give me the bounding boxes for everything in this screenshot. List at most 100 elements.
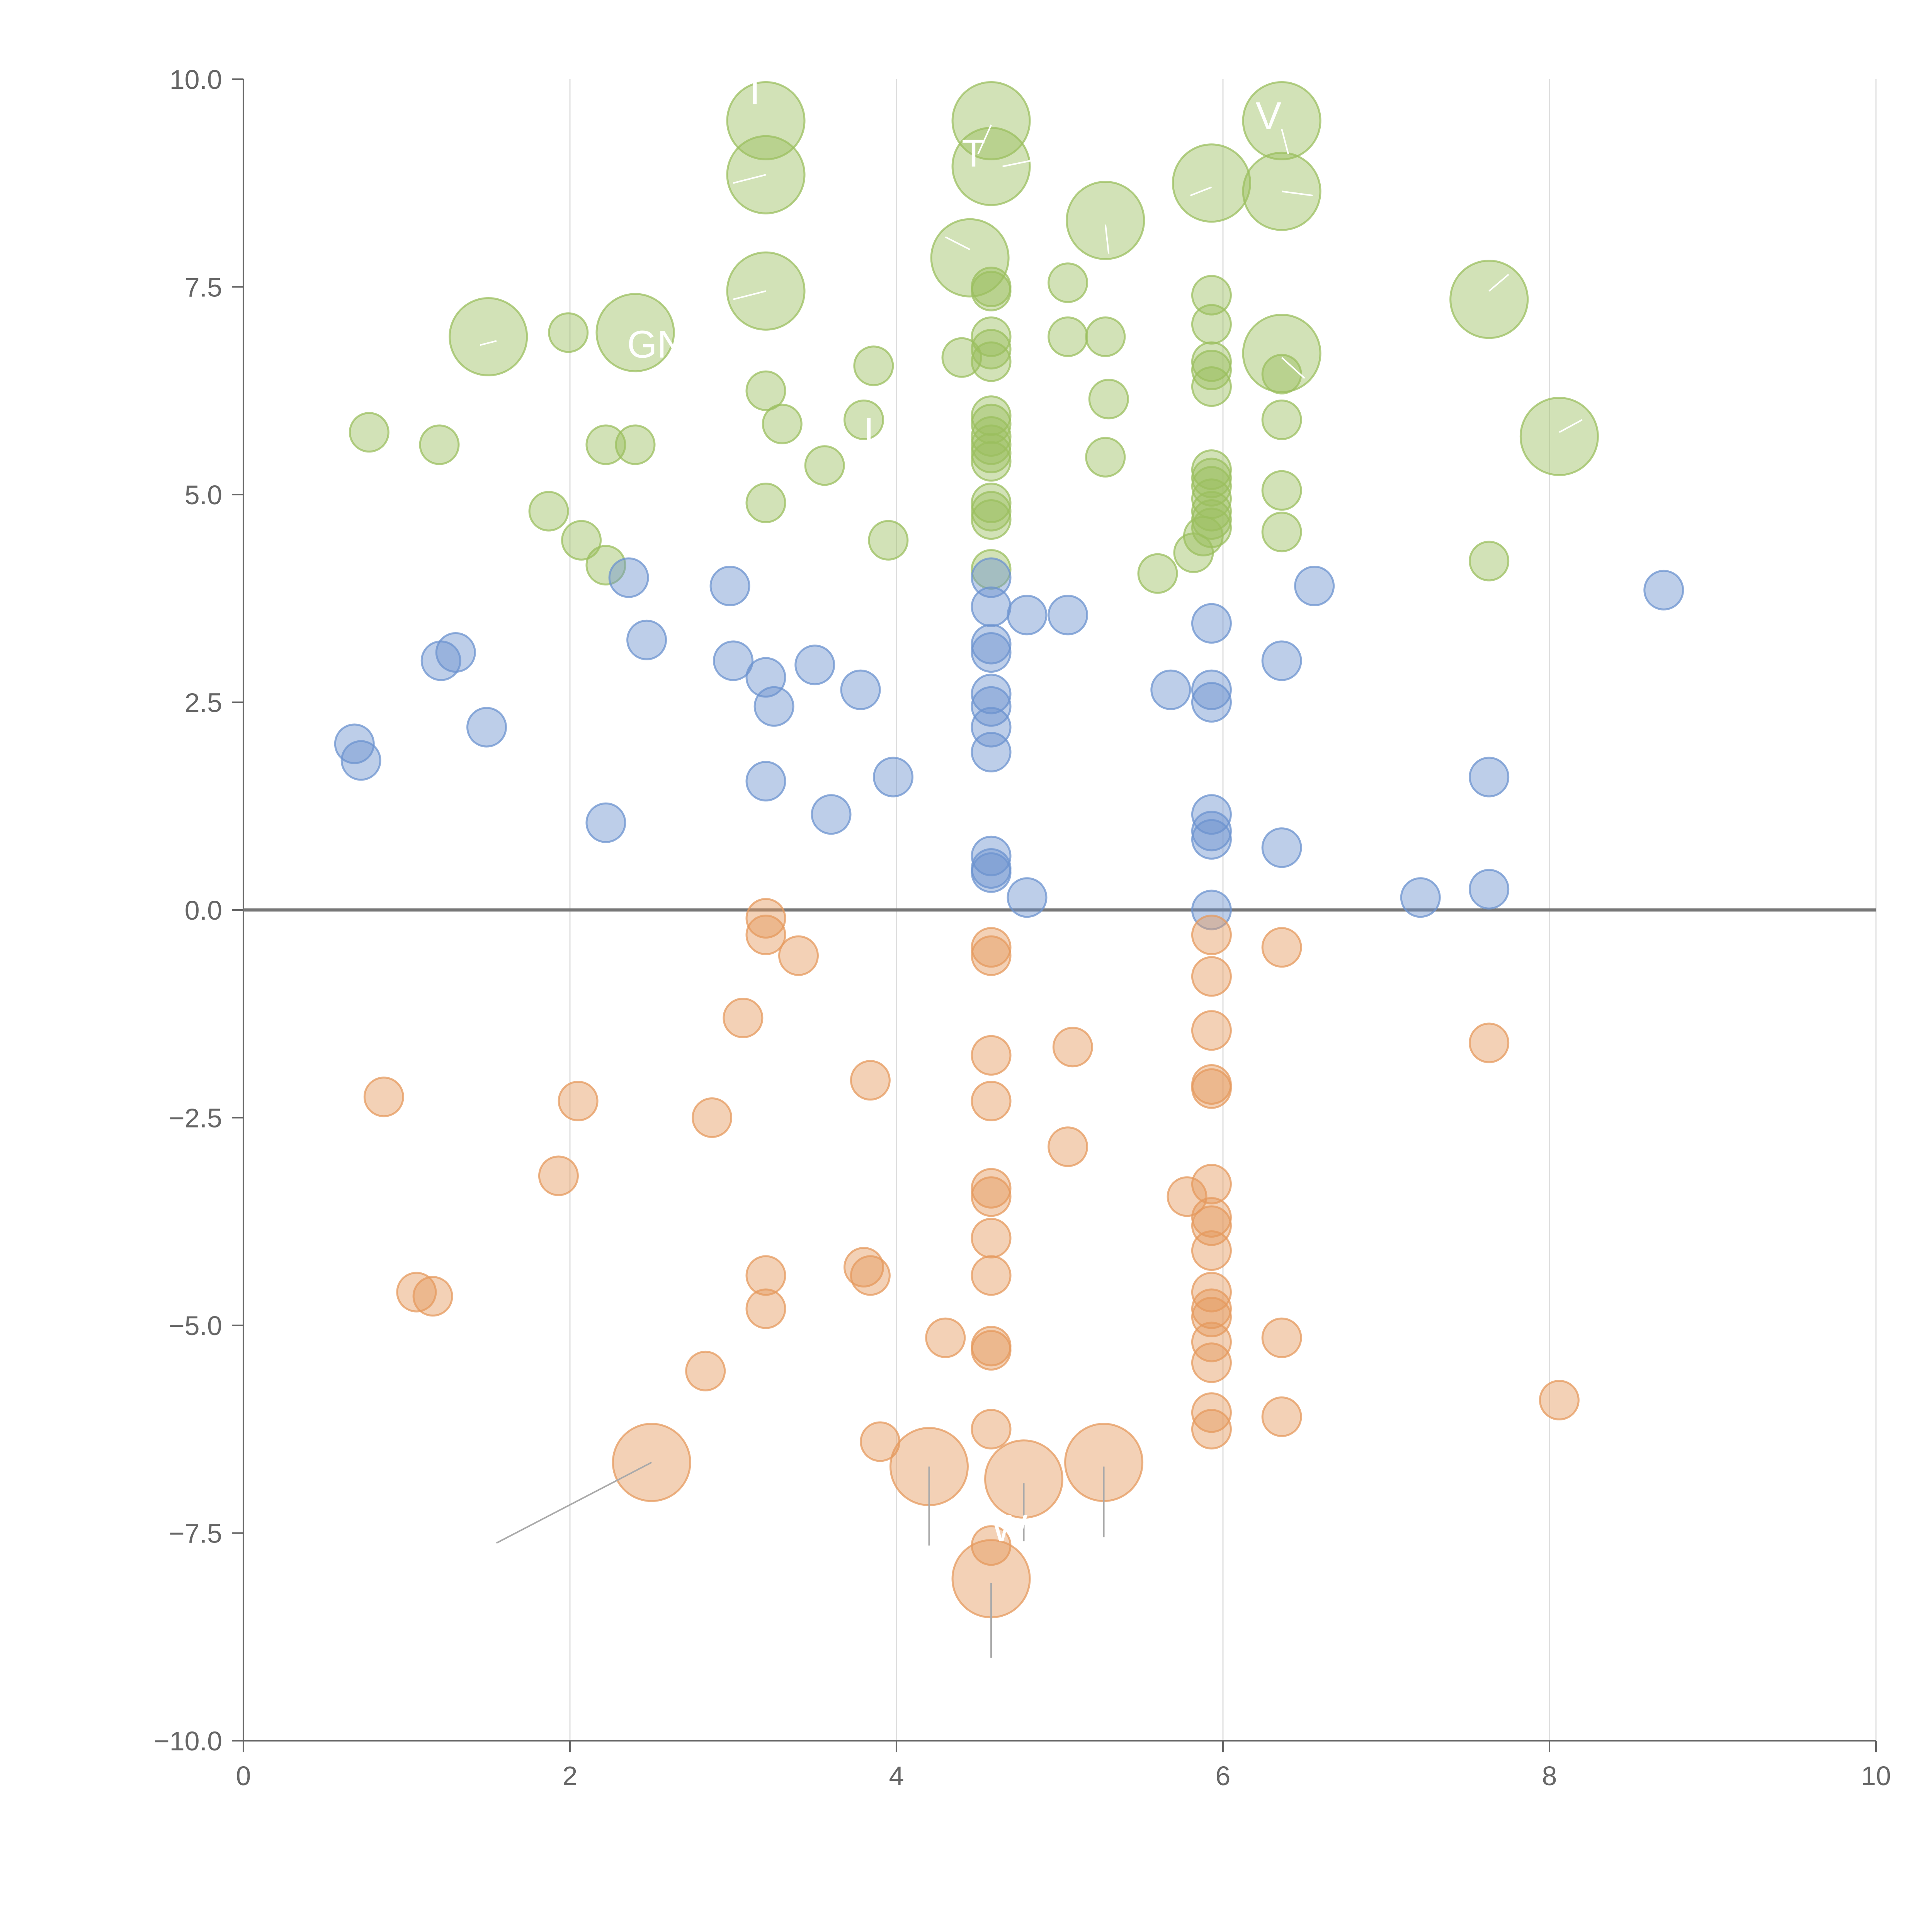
- data-point-green-43: [585, 424, 626, 465]
- data-point-orange-2: [1191, 915, 1232, 955]
- data-point-orange-19: [692, 1097, 733, 1138]
- data-point-blue-27: [334, 723, 375, 764]
- data-point-orange-0: [745, 898, 786, 939]
- data-point-blue-38: [1261, 827, 1302, 868]
- data-point-orange-12: [971, 1035, 1012, 1076]
- data-point-green-19: [548, 312, 589, 353]
- data-point-orange-45: [1191, 1342, 1232, 1383]
- x-tick-label: 2: [563, 1761, 578, 1791]
- data-point-orange-25: [971, 1176, 1012, 1217]
- data-point-orange-46: [685, 1350, 726, 1391]
- data-point-green-11: [449, 297, 528, 376]
- y-tick-label: 10.0: [170, 65, 222, 95]
- data-point-blue-9: [626, 619, 667, 660]
- data-point-orange-5: [971, 935, 1012, 976]
- data-point-green-18: [1191, 275, 1232, 316]
- x-tick-label: 0: [236, 1761, 251, 1791]
- leader-line-7: [977, 124, 992, 155]
- data-point-blue-26: [466, 707, 507, 748]
- y-tick-label: 2.5: [185, 688, 222, 718]
- leader-line-17: [1559, 419, 1583, 433]
- data-point-green-63: [1261, 512, 1302, 553]
- data-point-blue-3: [1294, 566, 1335, 606]
- y-tick-label: −10.0: [154, 1726, 222, 1756]
- data-point-orange-22: [1191, 1164, 1232, 1204]
- data-point-orange-27: [1191, 1205, 1232, 1246]
- data-point-blue-28: [971, 732, 1012, 772]
- data-point-green-32: [1191, 366, 1232, 407]
- data-point-blue-24: [753, 686, 794, 727]
- data-point-orange-31: [745, 1255, 786, 1296]
- data-point-orange-30: [844, 1247, 884, 1287]
- data-point-orange-17: [558, 1081, 599, 1121]
- data-point-green-22: [971, 316, 1012, 357]
- axes: −10.0 −7.5 −5.0 −2.5 0.0 2.5 5.0 7.5 10.0 0 2 4 6 8 10: [154, 65, 1891, 1791]
- data-point-green-46: [971, 441, 1012, 482]
- data-point-blue-21: [971, 673, 1012, 714]
- data-point-blue-36: [1191, 811, 1232, 852]
- data-point-orange-16: [363, 1077, 404, 1117]
- data-point-green-50: [1191, 457, 1232, 498]
- data-point-green-55: [971, 483, 1012, 523]
- data-point-green-25: [941, 337, 982, 378]
- data-point-green-17: [1048, 262, 1088, 303]
- data-point-orange-8: [723, 998, 764, 1038]
- data-point-green-5: [1172, 143, 1251, 223]
- data-point-blue-8: [1191, 603, 1232, 644]
- data-point-orange-40: [925, 1317, 966, 1358]
- data-point-green-26: [971, 341, 1012, 382]
- leader-line-6: [733, 290, 766, 300]
- data-point-orange-38: [1191, 1288, 1232, 1329]
- data-point-orange-41: [1261, 1317, 1302, 1358]
- point-label: W: [991, 1507, 1028, 1550]
- data-point-green-52: [1261, 470, 1302, 511]
- data-point-green-2: [1242, 81, 1321, 160]
- data-point-blue-32: [745, 761, 786, 802]
- data-point-green-57: [528, 491, 569, 532]
- leader-line-16: [1281, 357, 1305, 379]
- data-point-orange-26: [1191, 1197, 1232, 1238]
- data-point-green-28: [1191, 341, 1232, 382]
- y-tick-label: −2.5: [169, 1103, 222, 1133]
- data-point-blue-13: [713, 640, 753, 681]
- data-point-orange-7: [1191, 956, 1232, 997]
- data-point-blue-6: [1007, 595, 1048, 636]
- data-point-orange-13: [850, 1060, 891, 1101]
- data-point-green-58: [1191, 491, 1232, 532]
- y-tick-label: 5.0: [185, 480, 222, 510]
- label-leaders: [480, 124, 1583, 1658]
- data-point-orange-6: [778, 935, 819, 976]
- data-point-green-70: [1137, 553, 1178, 594]
- data-point-green-14: [1519, 397, 1599, 476]
- data-point-green-54: [745, 483, 786, 523]
- data-point-green-7: [1066, 181, 1145, 260]
- y-tick-label: −7.5: [169, 1519, 222, 1549]
- data-point-orange-3: [971, 927, 1012, 968]
- point-label: T: [962, 132, 985, 175]
- data-point-green-12: [595, 293, 675, 372]
- data-point-green-30: [1261, 354, 1302, 395]
- data-point-green-24: [1191, 304, 1232, 345]
- data-point-green-44: [615, 424, 656, 465]
- data-point-blue-22: [971, 686, 1012, 727]
- data-point-green-39: [349, 412, 389, 453]
- data-point-green-45: [971, 433, 1012, 473]
- x-tick-label: 10: [1861, 1761, 1891, 1791]
- data-point-orange-21: [538, 1155, 579, 1196]
- data-point-orange-49: [1261, 1396, 1302, 1437]
- leader-line-8: [1002, 157, 1044, 167]
- data-point-green-33: [1088, 379, 1129, 420]
- leader-line-13: [1104, 224, 1110, 254]
- data-point-green-40: [971, 416, 1012, 457]
- data-point-blue-4: [1643, 570, 1684, 611]
- leader-line-5: [733, 174, 766, 184]
- data-point-blue-0: [971, 557, 1012, 598]
- data-point-blue-14: [420, 640, 461, 681]
- data-point-green-31: [745, 370, 786, 411]
- data-point-green-42: [419, 424, 460, 465]
- point-label: I: [750, 70, 760, 113]
- data-point-blue-20: [1150, 669, 1191, 710]
- data-point-blue-33: [1191, 794, 1232, 835]
- data-point-green-20: [1048, 316, 1088, 357]
